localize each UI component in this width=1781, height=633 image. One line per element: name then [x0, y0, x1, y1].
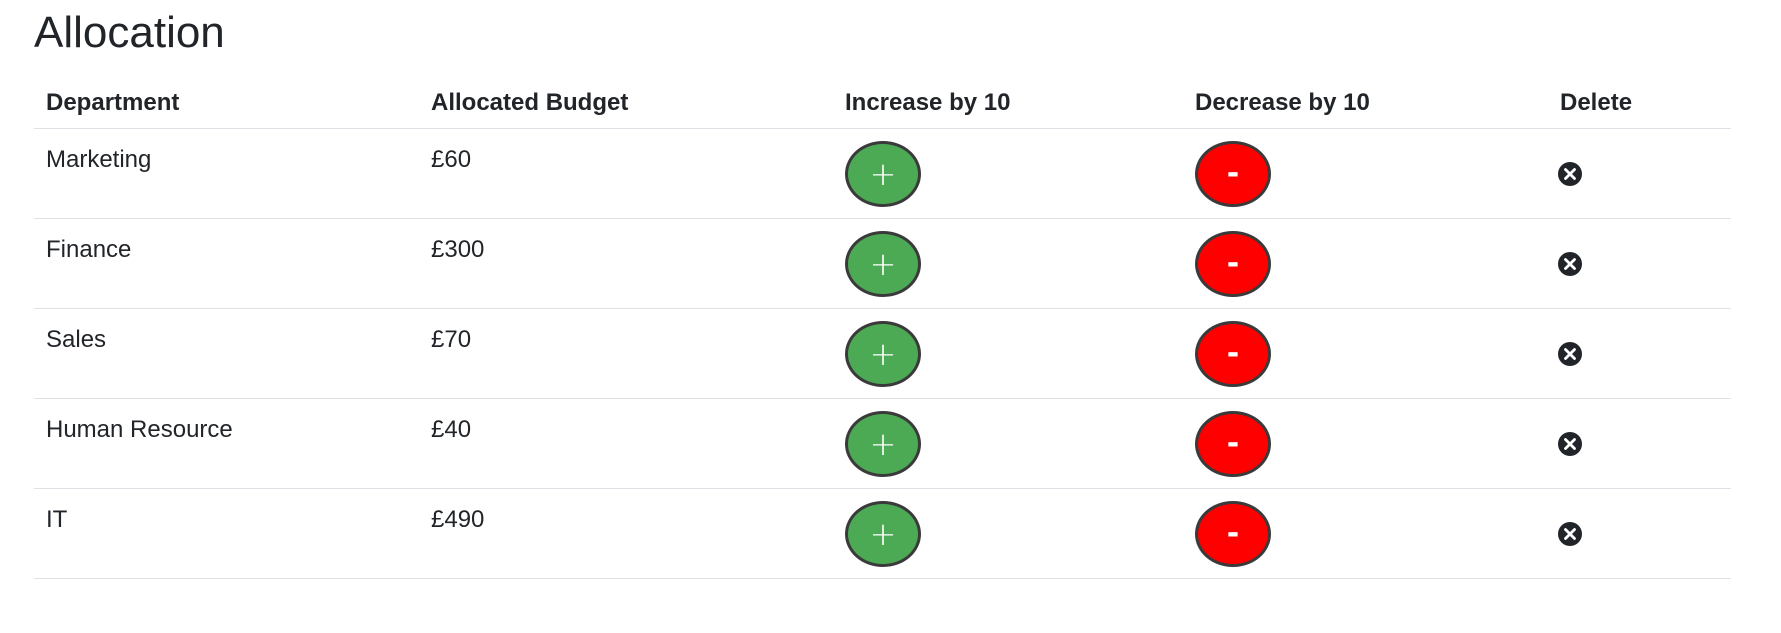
increase-cell: + [833, 398, 1183, 489]
allocated-budget: £60 [431, 146, 472, 173]
increase-button[interactable]: + [845, 321, 921, 387]
decrease-cell: - [1183, 218, 1548, 309]
table-row: Marketing £60 + - [34, 128, 1731, 219]
close-circle-icon[interactable] [1556, 340, 1584, 368]
close-circle-icon[interactable] [1556, 430, 1584, 458]
decrease-cell: - [1183, 308, 1548, 399]
table-row: Human Resource £40 + - [34, 398, 1731, 489]
delete-cell [1548, 398, 1731, 489]
decrease-cell: - [1183, 128, 1548, 219]
table-row: Sales £70 + - [34, 308, 1731, 399]
decrease-button[interactable]: - [1195, 141, 1271, 207]
allocated-budget: £490 [431, 506, 485, 533]
allocation-table: Department Allocated Budget Increase by … [34, 78, 1731, 579]
budget-cell: £490 [419, 488, 833, 579]
decrease-button[interactable]: - [1195, 231, 1271, 297]
header-increase: Increase by 10 [833, 78, 1183, 129]
department-cell: IT [34, 488, 419, 579]
increase-cell: + [833, 308, 1183, 399]
department-name: Finance [46, 236, 132, 263]
increase-button[interactable]: + [845, 141, 921, 207]
table-row: IT £490 + - [34, 488, 1731, 579]
table-row: Finance £300 + - [34, 218, 1731, 309]
department-name: Marketing [46, 146, 152, 173]
table-header-row: Department Allocated Budget Increase by … [34, 78, 1731, 129]
allocated-budget: £40 [431, 416, 472, 443]
budget-cell: £70 [419, 308, 833, 399]
decrease-button[interactable]: - [1195, 411, 1271, 477]
allocated-budget: £70 [431, 326, 472, 353]
decrease-cell: - [1183, 488, 1548, 579]
department-cell: Finance [34, 218, 419, 309]
delete-cell [1548, 308, 1731, 399]
department-name: Sales [46, 326, 107, 353]
increase-button[interactable]: + [845, 501, 921, 567]
decrease-button[interactable]: - [1195, 321, 1271, 387]
increase-button[interactable]: + [845, 411, 921, 477]
increase-cell: + [833, 488, 1183, 579]
close-circle-icon[interactable] [1556, 160, 1584, 188]
header-decrease: Decrease by 10 [1183, 78, 1548, 129]
budget-cell: £40 [419, 398, 833, 489]
delete-cell [1548, 488, 1731, 579]
close-circle-icon[interactable] [1556, 520, 1584, 548]
department-cell: Human Resource [34, 398, 419, 489]
header-delete: Delete [1548, 78, 1731, 129]
budget-cell: £60 [419, 128, 833, 219]
increase-cell: + [833, 218, 1183, 309]
department-name: Human Resource [46, 416, 233, 443]
delete-cell [1548, 218, 1731, 309]
header-allocated-budget: Allocated Budget [419, 78, 833, 129]
page-title: Allocation [34, 8, 225, 57]
allocated-budget: £300 [431, 236, 485, 263]
header-department: Department [34, 78, 419, 129]
decrease-button[interactable]: - [1195, 501, 1271, 567]
decrease-cell: - [1183, 398, 1548, 489]
increase-cell: + [833, 128, 1183, 219]
delete-cell [1548, 128, 1731, 219]
budget-cell: £300 [419, 218, 833, 309]
department-name: IT [46, 506, 68, 533]
department-cell: Sales [34, 308, 419, 399]
close-circle-icon[interactable] [1556, 250, 1584, 278]
increase-button[interactable]: + [845, 231, 921, 297]
department-cell: Marketing [34, 128, 419, 219]
